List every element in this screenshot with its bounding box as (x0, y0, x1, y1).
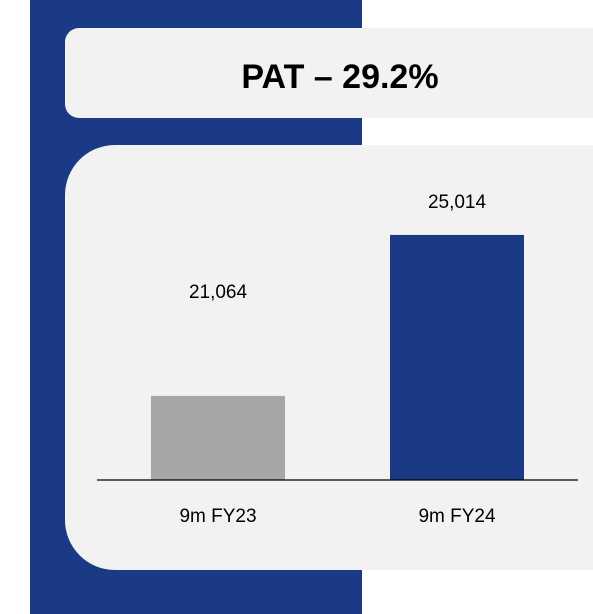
bar (151, 395, 285, 480)
value-label: 25,014 (428, 192, 487, 213)
x-tick-label: 9m FY23 (179, 506, 256, 527)
x-tick-label: 9m FY24 (418, 506, 496, 527)
title-box (65, 28, 593, 118)
bar (390, 234, 524, 480)
chart-title: PAT – 29.2% (241, 58, 438, 96)
value-label: 21,064 (189, 282, 248, 303)
